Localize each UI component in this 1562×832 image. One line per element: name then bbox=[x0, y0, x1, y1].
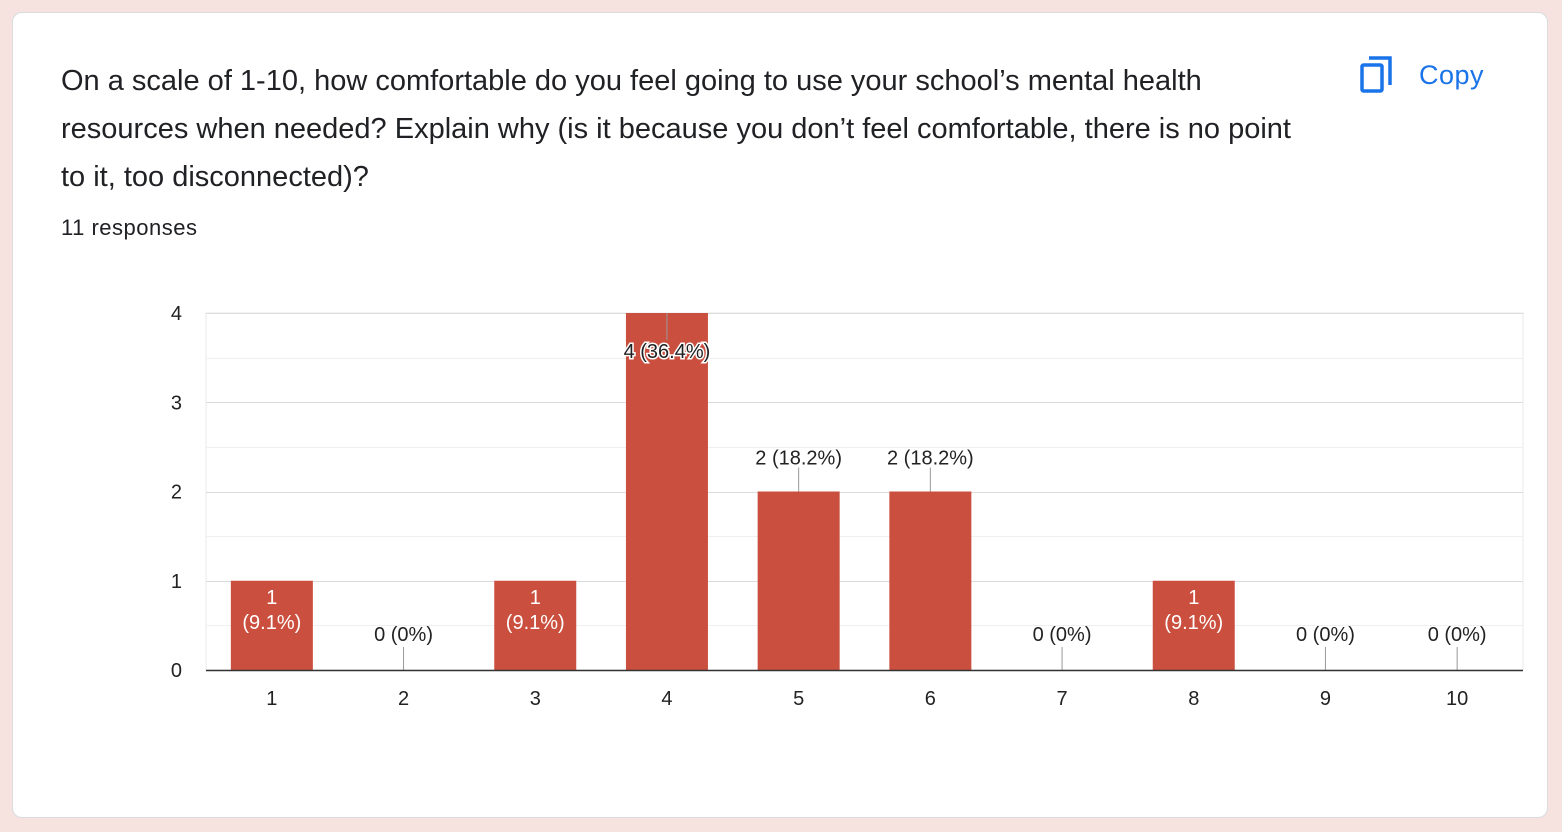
bar bbox=[230, 580, 313, 670]
x-tick-label: 1 bbox=[266, 688, 277, 710]
copy-icon bbox=[1359, 55, 1395, 95]
data-label: 1 (9.1%) bbox=[1164, 587, 1223, 634]
question-title: On a scale of 1-10, how comfortable do y… bbox=[61, 65, 1291, 193]
x-tick-label: 4 bbox=[661, 688, 672, 710]
y-tick-label: 3 bbox=[171, 392, 182, 414]
y-tick-label: 0 bbox=[171, 660, 182, 682]
data-label: 2 (18.2%) bbox=[755, 448, 842, 470]
copy-button[interactable]: Copy bbox=[1359, 53, 1484, 97]
y-tick-label: 4 bbox=[171, 303, 182, 325]
bar bbox=[625, 313, 708, 670]
x-tick-label: 10 bbox=[1446, 688, 1468, 710]
x-tick-label: 7 bbox=[1056, 688, 1067, 710]
data-label: 2 (18.2%) bbox=[887, 448, 974, 470]
bar bbox=[1152, 580, 1235, 670]
x-tick-label: 3 bbox=[530, 688, 541, 710]
y-tick-label: 1 bbox=[171, 571, 182, 593]
plot-frame bbox=[205, 312, 1524, 671]
bar bbox=[494, 580, 577, 670]
data-label: 0 (0%) bbox=[1428, 624, 1487, 646]
y-tick-label: 2 bbox=[171, 482, 182, 504]
data-label: 0 (0%) bbox=[1033, 624, 1092, 646]
x-tick-label: 5 bbox=[793, 688, 804, 710]
copy-label: Copy bbox=[1419, 59, 1485, 90]
x-tick-label: 6 bbox=[925, 688, 936, 710]
x-tick-label: 8 bbox=[1188, 688, 1199, 710]
bar bbox=[757, 491, 840, 670]
question-card: On a scale of 1-10, how comfortable do y… bbox=[12, 12, 1548, 818]
bar bbox=[889, 491, 972, 670]
response-count: 11 responses bbox=[61, 215, 198, 240]
data-label: 0 (0%) bbox=[1296, 624, 1355, 646]
data-label: 1 (9.1%) bbox=[242, 587, 301, 634]
data-label: 4 (36.4%) bbox=[624, 341, 711, 363]
x-tick-label: 2 bbox=[398, 688, 409, 710]
x-tick-label: 9 bbox=[1320, 688, 1331, 710]
data-label: 0 (0%) bbox=[374, 624, 433, 646]
data-label: 1 (9.1%) bbox=[506, 587, 565, 634]
